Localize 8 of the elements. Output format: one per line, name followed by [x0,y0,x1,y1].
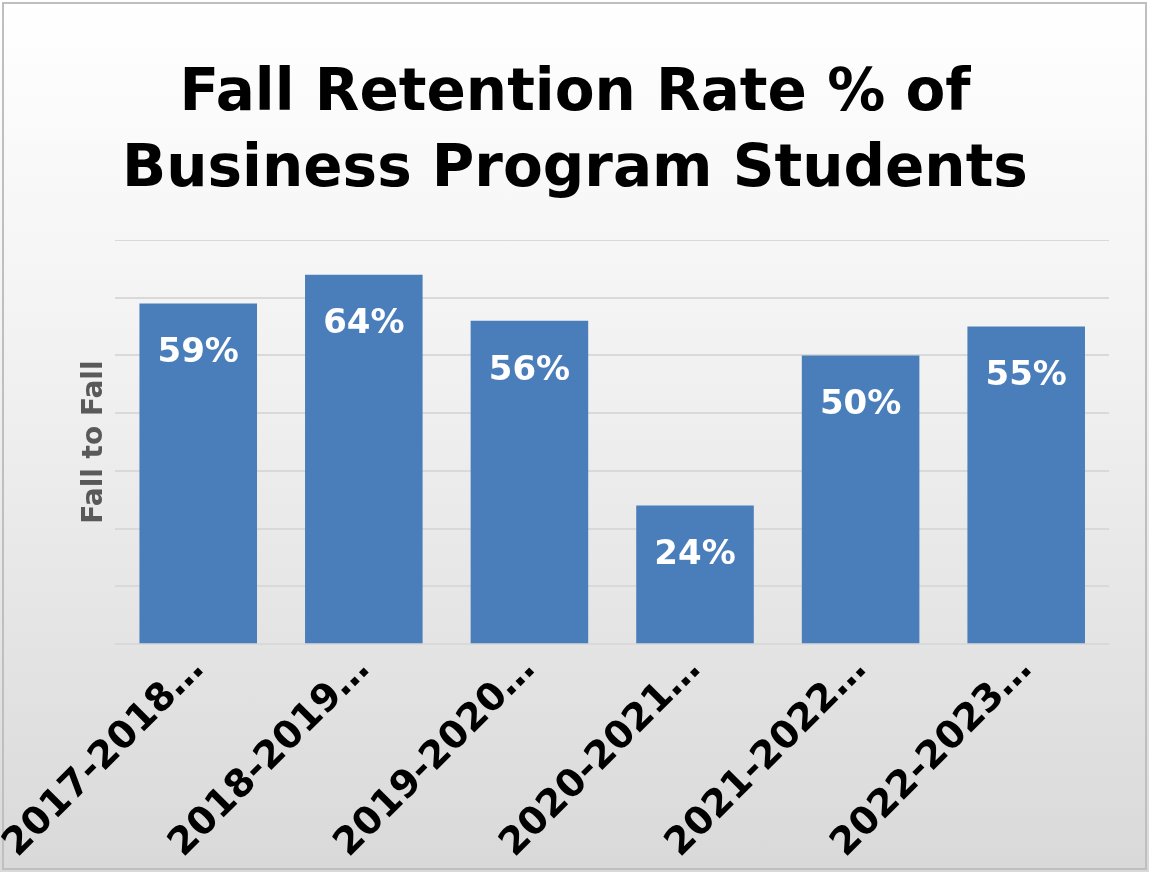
data-label: 55% [985,353,1067,394]
data-label: 59% [157,330,239,371]
data-label: 24% [654,532,736,573]
data-label: 56% [488,347,571,388]
data-label: 50% [819,382,902,423]
data-label: 64% [323,301,405,342]
y-axis-title: Fall to Fall [75,360,109,524]
chart-title: Fall Retention Rate % of Business Program Students [121,55,1029,202]
